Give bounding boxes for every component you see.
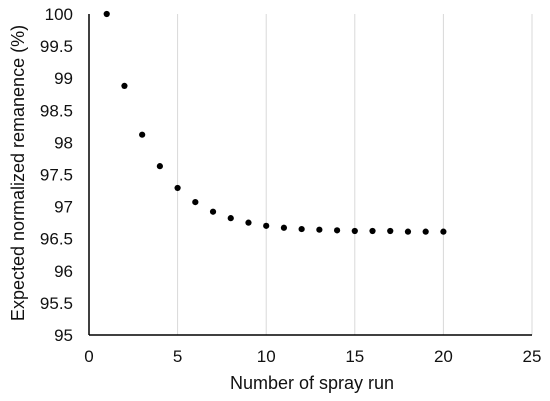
- data-point: [387, 227, 394, 235]
- x-tick-label: 5: [173, 347, 182, 366]
- data-point: [440, 228, 447, 235]
- data-point: [369, 227, 376, 235]
- data-point: [316, 226, 323, 233]
- y-tick-label: 99.5: [40, 37, 73, 56]
- data-point-layer: [103, 10, 447, 235]
- y-tick-label: 98.5: [40, 101, 73, 120]
- data-point: [263, 222, 270, 229]
- tick-label-layer: 0 5 10 15 20 25 95 95.5 96 96.5 97 97.5 98 98.5 99 99.5…: [40, 5, 542, 366]
- y-tick-label: 95.5: [40, 294, 73, 313]
- data-point: [351, 227, 358, 235]
- data-point: [103, 10, 110, 18]
- x-tick-label: 0: [84, 347, 93, 366]
- data-point: [245, 219, 252, 226]
- y-axis-title: Expected normalized remanence (%): [8, 25, 28, 321]
- y-tick-label: 97: [54, 198, 73, 217]
- axis-layer: [88, 14, 532, 336]
- data-point: [227, 215, 234, 222]
- x-tick-label: 20: [434, 347, 453, 366]
- y-tick-label: 99: [54, 69, 73, 88]
- x-tick-label: 15: [345, 347, 364, 366]
- y-tick-label: 98: [54, 133, 73, 152]
- data-point: [139, 131, 146, 138]
- data-point: [192, 199, 199, 206]
- y-tick-label: 96: [54, 262, 73, 281]
- x-axis-title: Number of spray run: [230, 373, 394, 393]
- x-tick-label: 10: [257, 347, 276, 366]
- data-point: [333, 227, 341, 234]
- data-point: [280, 224, 288, 231]
- grid-layer: [177, 14, 533, 335]
- data-point: [121, 82, 128, 90]
- x-tick-label: 25: [523, 347, 542, 366]
- data-point: [156, 163, 163, 170]
- y-tick-label: 96.5: [40, 230, 73, 249]
- data-point: [404, 228, 412, 235]
- y-tick-label: 97.5: [40, 166, 73, 185]
- data-point: [209, 208, 217, 215]
- y-tick-label: 100: [45, 5, 73, 24]
- data-point: [174, 184, 181, 192]
- data-point: [422, 228, 429, 235]
- y-tick-label: 95: [54, 326, 73, 345]
- data-point: [298, 225, 305, 233]
